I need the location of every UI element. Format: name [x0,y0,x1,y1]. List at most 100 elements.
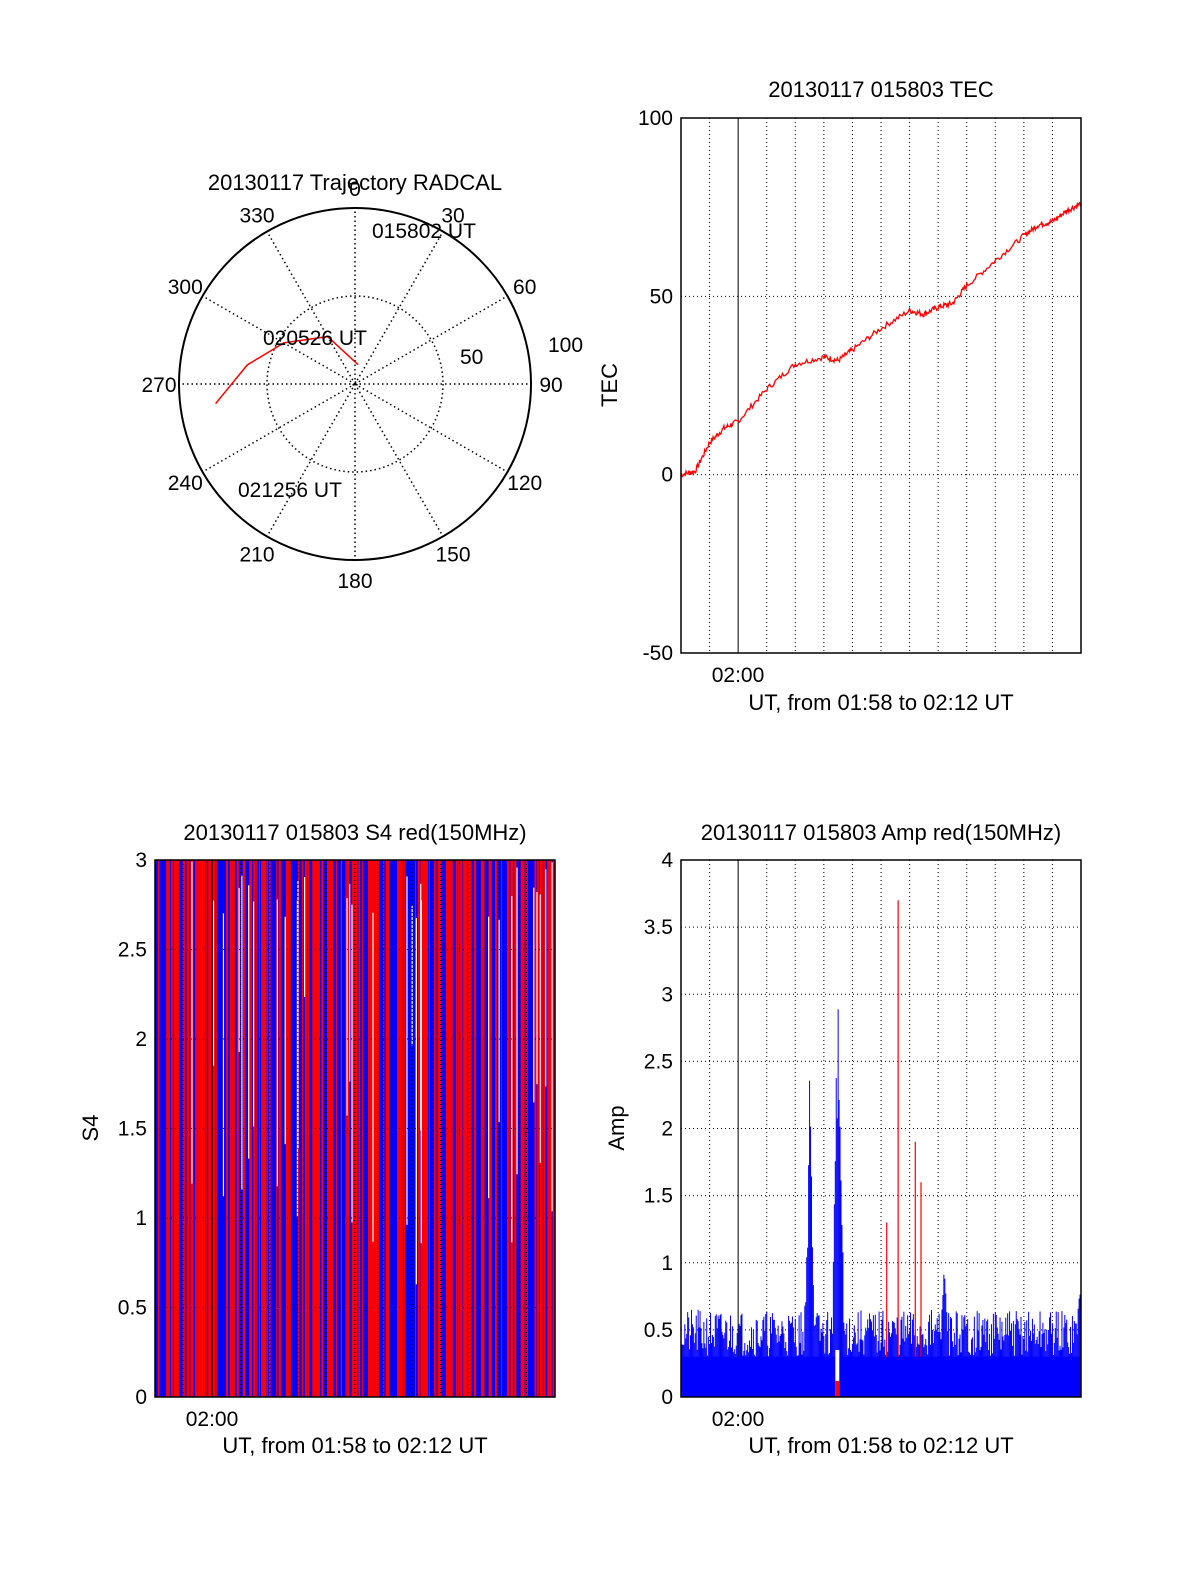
s4-red-series-bar [233,860,235,1397]
polar-azimuth-label: 270 [141,374,176,397]
s4-red-series-bar [287,860,290,1397]
s4-red-series-bar [345,860,347,1397]
s4-red-series-bar [301,860,304,1397]
polar-azimuth-label: 150 [435,544,470,567]
s4-red-series-bar [347,860,350,1397]
s4-red-series-bar [261,860,263,1397]
s4-red-series-bar [316,860,319,1397]
tec-chart: 20130117 015803 TEC 100 50 0 -50 02:00 UT, … [597,77,1082,715]
s4-red-series-bar [312,860,315,1397]
s4-red-series-bar [307,860,309,1397]
s4-red-series-bar [289,860,291,1397]
s4-gap [420,900,422,1244]
s4-red-series-bar [417,860,419,1397]
s4-red-series-bar [200,860,204,1397]
s4-red-series-bar [489,860,492,1397]
s4-red-series-bar [501,860,502,1397]
polar-azimuth-label: 30 [441,204,464,227]
s4-red-series-bar [401,860,403,1397]
s4-red-series-bar [231,860,234,1397]
s4-gap [511,895,513,1243]
s4-gap [372,912,374,1242]
s4-red-series-bar [547,860,550,1397]
s4-red-series-bar [237,860,239,1397]
s4-red-series-bar [317,860,320,1397]
s4-plot-frame [154,859,556,1398]
s4-gap [346,898,348,1116]
s4-red-series-bar [495,860,497,1397]
s4-red-series-bar [329,860,332,1397]
s4-red-series-bar [212,860,215,1397]
s4-red-series-bar [385,860,388,1397]
y-tick-label: 3 [135,849,147,872]
s4-red-series-bar [275,860,277,1397]
s4-red-series-bar [467,860,470,1397]
s4-red-series-bar [256,860,258,1397]
amp-x-tick-label: 02:00 [712,1408,765,1431]
y-tick-label: -50 [643,642,673,665]
s4-red-series-bar [437,860,440,1397]
amp-title: 20130117 015803 Amp red(150MHz) [701,820,1061,845]
s4-red-series-bar [206,860,208,1397]
y-tick-label: 0.5 [118,1297,147,1320]
s4-red-series-bar [167,860,170,1397]
polar-grid-spoke [266,383,356,537]
s4-red-series-bar [548,860,551,1397]
amp-y-axis-label: Amp [604,1105,629,1150]
amp-notch [835,1350,840,1397]
amp-plot-frame [680,859,1082,1398]
s4-red-series-bar [269,860,271,1397]
s4-chart: 20130117 015803 S4 red(150MHz) 3 2.5 2 1.5 1… [78,820,556,1458]
s4-gap [498,919,500,1123]
s4-red-series-bar [456,860,458,1397]
s4-red-series-bar [445,860,448,1397]
s4-red-series-bar [543,860,546,1397]
polar-radial-label-100: 100 [548,334,583,357]
polar-azimuth-labels: 0 30 60 90 120 150 180 210 240 270 300 330 [141,178,562,593]
s4-gap [191,861,193,1184]
s4-red-series-bar [429,860,430,1397]
s4-red-series-bar [264,860,267,1397]
s4-gap [241,875,243,1190]
s4-gap [349,883,351,1082]
s4-gap [415,917,417,1285]
s4-red-series-bar [213,860,215,1397]
s4-red-series-bar [336,860,337,1397]
trajectory-annotation-mid: 020526 UT [263,327,367,350]
s4-gap [276,899,278,1187]
s4-red-series-bar [253,860,256,1397]
polar-azimuth-label: 210 [239,544,274,567]
polar-azimuth-label: 120 [507,472,542,495]
polar-azimuth-label: 0 [349,178,361,201]
y-tick-label: 0 [661,464,673,487]
tec-series [680,201,1081,478]
s4-red-series-bar [377,860,379,1397]
s4-red-series-bar [465,860,468,1397]
tec-x-tick-label: 02:00 [712,664,765,687]
s4-red-series-bar [404,860,406,1397]
tec-y-axis-label: TEC [597,363,622,407]
y-tick-label: 1 [135,1207,147,1230]
s4-red-series-bar [455,860,457,1397]
s4-red-series-bar [469,860,472,1397]
trajectory-polar-chart: 20130117 Trajectory RADCAL 0 30 60 90 120 150… [141,170,583,593]
s4-red-series-bar [434,860,435,1397]
s4-red-series-bar [375,860,378,1397]
tec-title: 20130117 015803 TEC [768,77,994,102]
s4-red-series-bar [175,860,177,1397]
s4-red-series-bar [481,860,484,1397]
s4-red-series-bar [168,860,170,1397]
trajectory-series [215,335,359,405]
s4-red-series-bar [304,860,308,1397]
s4-y-axis-label: S4 [78,1115,103,1142]
s4-red-series-bar [340,860,343,1397]
polar-grid [179,208,531,560]
amp-y-tick-labels: 4 3.5 3 2.5 2 1.5 1 0.5 0 [644,849,674,1409]
s4-red-series-bar [313,860,316,1397]
s4-gap [539,894,541,1163]
s4-red-series-bar [463,860,467,1397]
s4-gap [303,877,306,997]
y-tick-label: 1.5 [644,1185,673,1208]
s4-red-series-bar [399,860,401,1397]
